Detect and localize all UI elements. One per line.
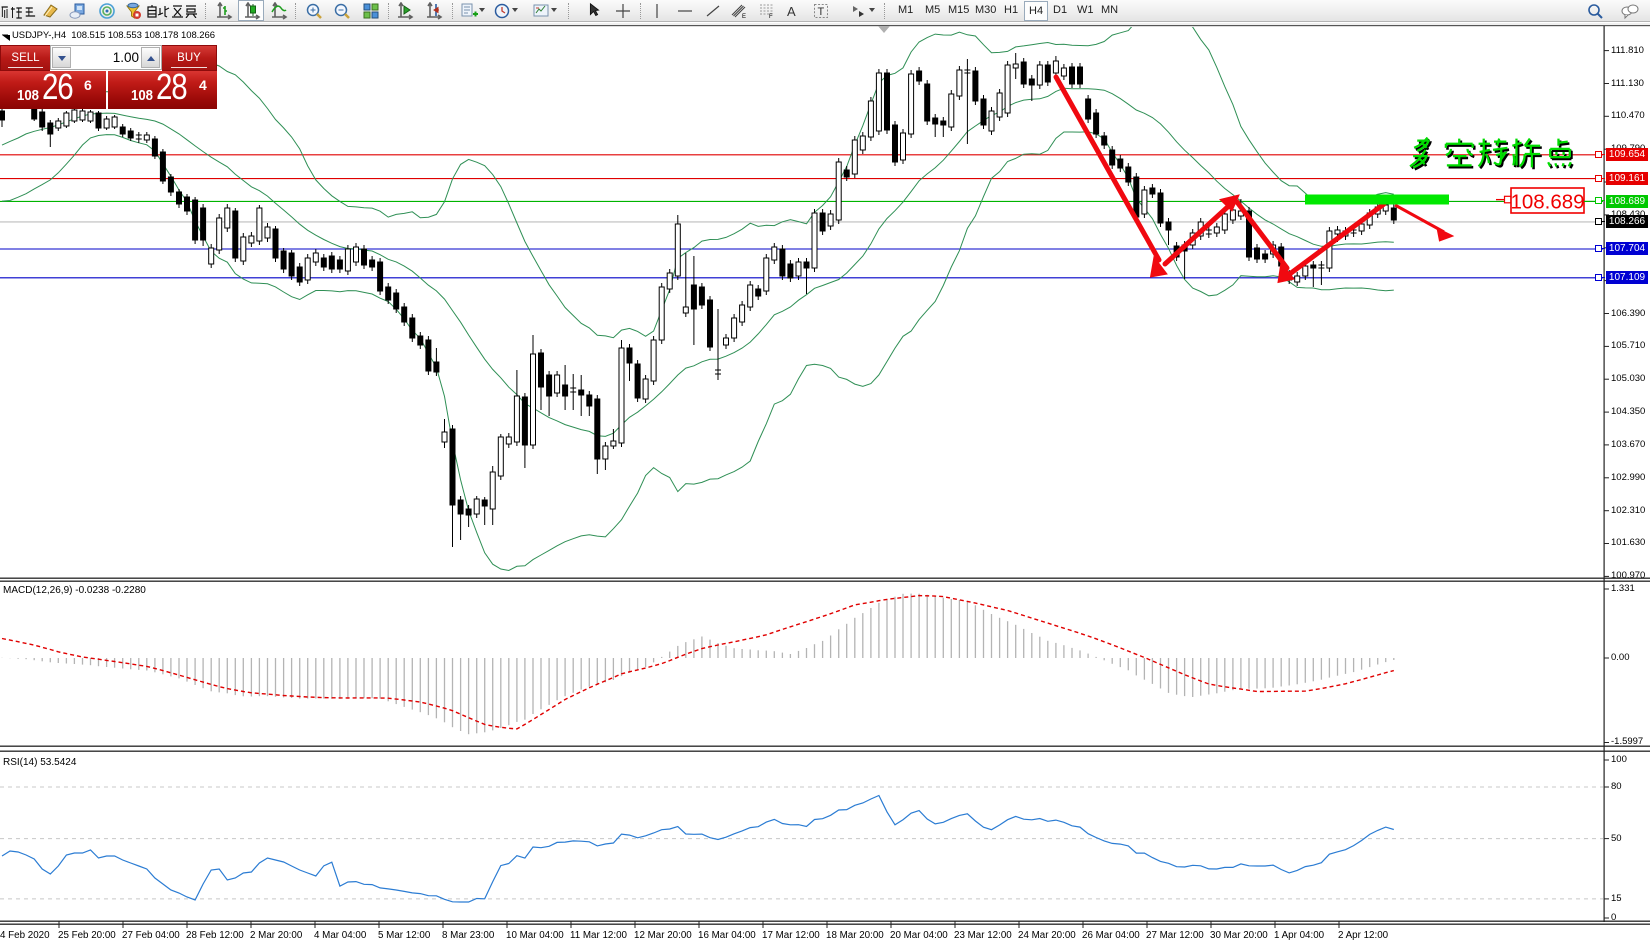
svg-text:E: E xyxy=(742,14,746,20)
svg-text:F: F xyxy=(769,14,773,20)
svg-text:T: T xyxy=(818,6,825,18)
svg-text:108.689: 108.689 xyxy=(1510,191,1584,214)
